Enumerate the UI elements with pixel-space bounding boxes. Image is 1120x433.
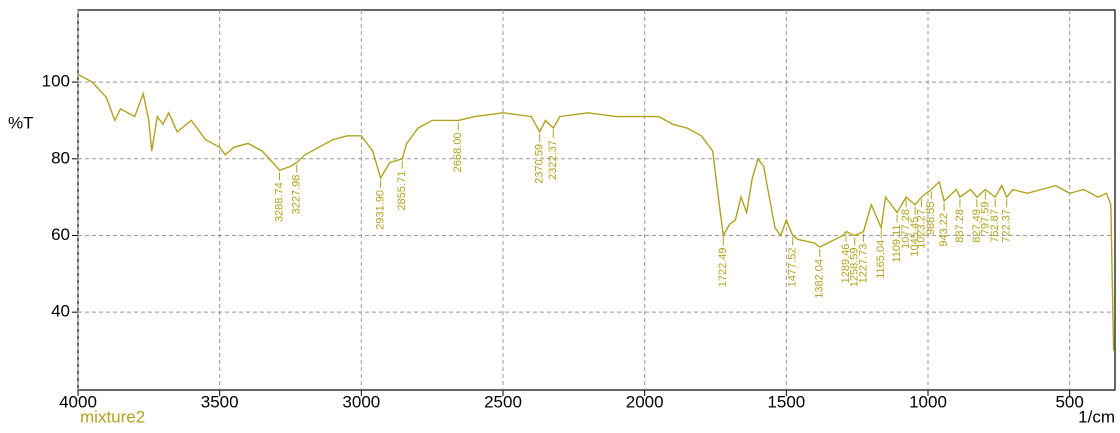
- y-tick-label: 60: [51, 225, 70, 244]
- peak-label: 762.87: [989, 209, 1001, 243]
- peak-label: 2658.00: [452, 132, 464, 172]
- peak-label: 827.49: [971, 209, 983, 243]
- peak-label: 1722.49: [717, 247, 729, 287]
- x-tick-label: 2000: [626, 392, 664, 411]
- peak-label: 1077.28: [900, 209, 912, 249]
- peak-label: 3288.74: [273, 182, 285, 222]
- y-tick-label: 100: [42, 72, 70, 91]
- x-tick-label: 2500: [484, 392, 522, 411]
- peak-label: 2855.71: [396, 171, 408, 211]
- peak-label: 1477.52: [787, 247, 799, 287]
- x-tick-label: 3000: [342, 392, 380, 411]
- peak-label: 887.28: [954, 209, 966, 243]
- y-tick-label: 80: [51, 148, 70, 167]
- x-tick-label: 1500: [767, 392, 805, 411]
- peak-label: 1109.11: [891, 224, 903, 262]
- peak-label: 722.37: [1001, 209, 1013, 243]
- peak-label: 988.55: [925, 201, 937, 235]
- peak-label: 1289.46: [840, 244, 852, 284]
- x-tick-label: 500: [1055, 392, 1083, 411]
- legend-entry: mixture2: [80, 407, 145, 426]
- spectrum-line: [77, 73, 1115, 351]
- peak-label: 1023.27: [915, 209, 927, 249]
- peak-label: 1227.73: [857, 244, 869, 284]
- peak-label: 1045.45: [909, 217, 921, 257]
- peak-label: 1258.59: [849, 247, 861, 287]
- y-tick-label: 40: [51, 302, 70, 321]
- peak-label: 797.59: [979, 201, 991, 235]
- x-tick-label: 1000: [909, 392, 947, 411]
- x-axis-label: 1/cm: [1078, 407, 1115, 426]
- peak-label: 1165.04: [875, 240, 887, 279]
- peak-label: 2370.59: [534, 144, 546, 184]
- peak-label: 943.22: [938, 213, 950, 247]
- y-axis-label: %T: [8, 113, 34, 132]
- peak-label: 3227.98: [291, 175, 303, 215]
- peak-label: 2931.90: [375, 190, 387, 230]
- peak-label: 2322.37: [547, 140, 559, 180]
- peak-label: 1382.04: [814, 259, 826, 299]
- x-tick-label: 4000: [59, 392, 97, 411]
- x-tick-label: 3500: [201, 392, 239, 411]
